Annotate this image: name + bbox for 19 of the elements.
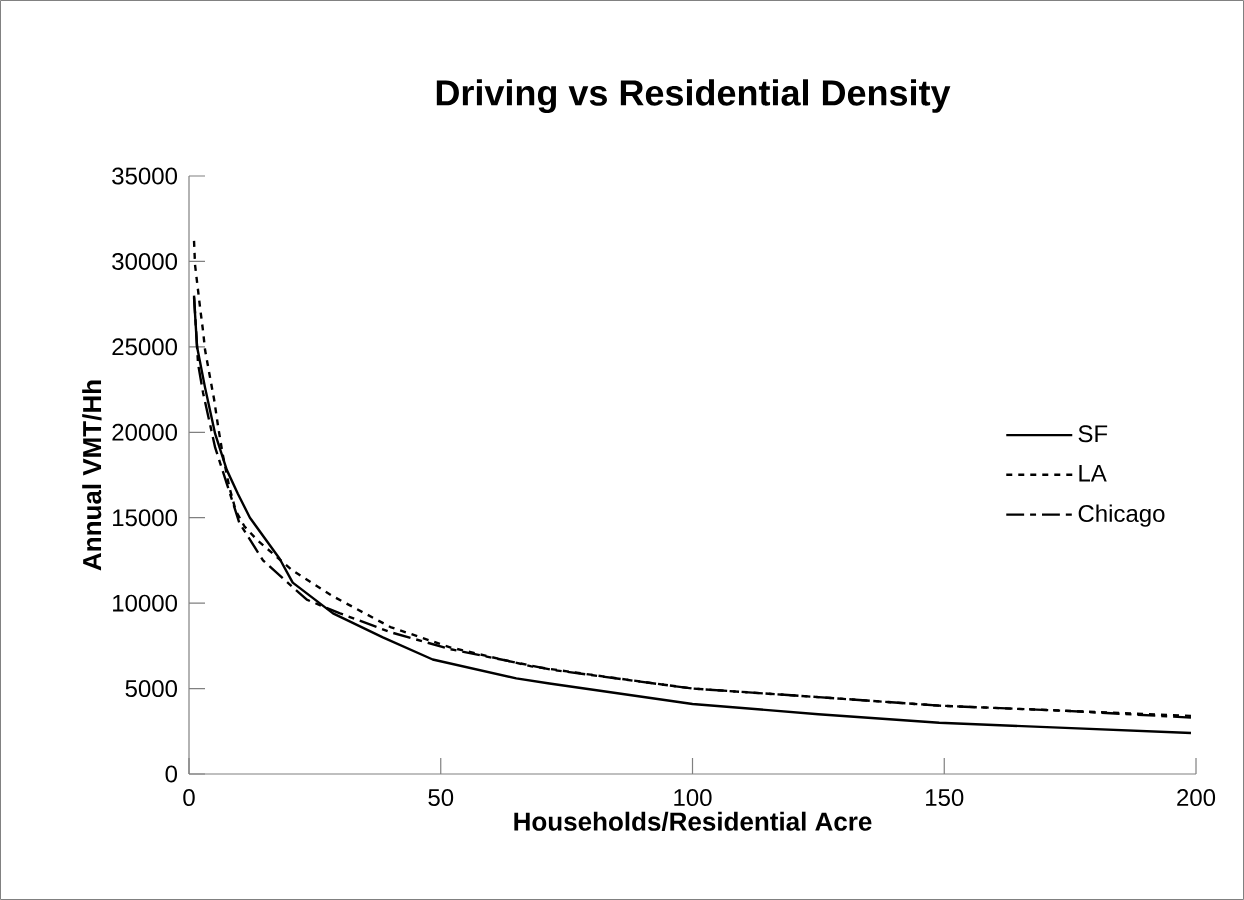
y-tick-label: 20000 xyxy=(112,423,177,441)
y-tick-label: 5000 xyxy=(125,680,178,698)
y-axis-title: Annual VMT/Hh xyxy=(82,380,102,571)
y-tick-label: 10000 xyxy=(113,594,177,612)
y-tick-label: 0 xyxy=(165,765,178,783)
x-tick-label: 0 xyxy=(183,789,195,807)
legend-label: SF xyxy=(1078,425,1108,443)
y-tick-label: 35000 xyxy=(112,167,177,185)
x-tick-label: 100 xyxy=(674,789,712,807)
y-tick-label: 25000 xyxy=(112,338,177,356)
y-tick-label: 15000 xyxy=(113,509,177,527)
legend-label: LA xyxy=(1079,464,1107,482)
legend-label: Chicago xyxy=(1078,504,1165,527)
chart-title: Driving vs Residential Density xyxy=(436,79,951,113)
y-tick-label: 30000 xyxy=(112,252,177,270)
x-tick-label: 50 xyxy=(428,789,454,807)
x-axis-title: Households/Residential Acre xyxy=(514,811,872,832)
x-tick-label: 200 xyxy=(1177,789,1216,807)
x-tick-label: 150 xyxy=(926,789,964,807)
